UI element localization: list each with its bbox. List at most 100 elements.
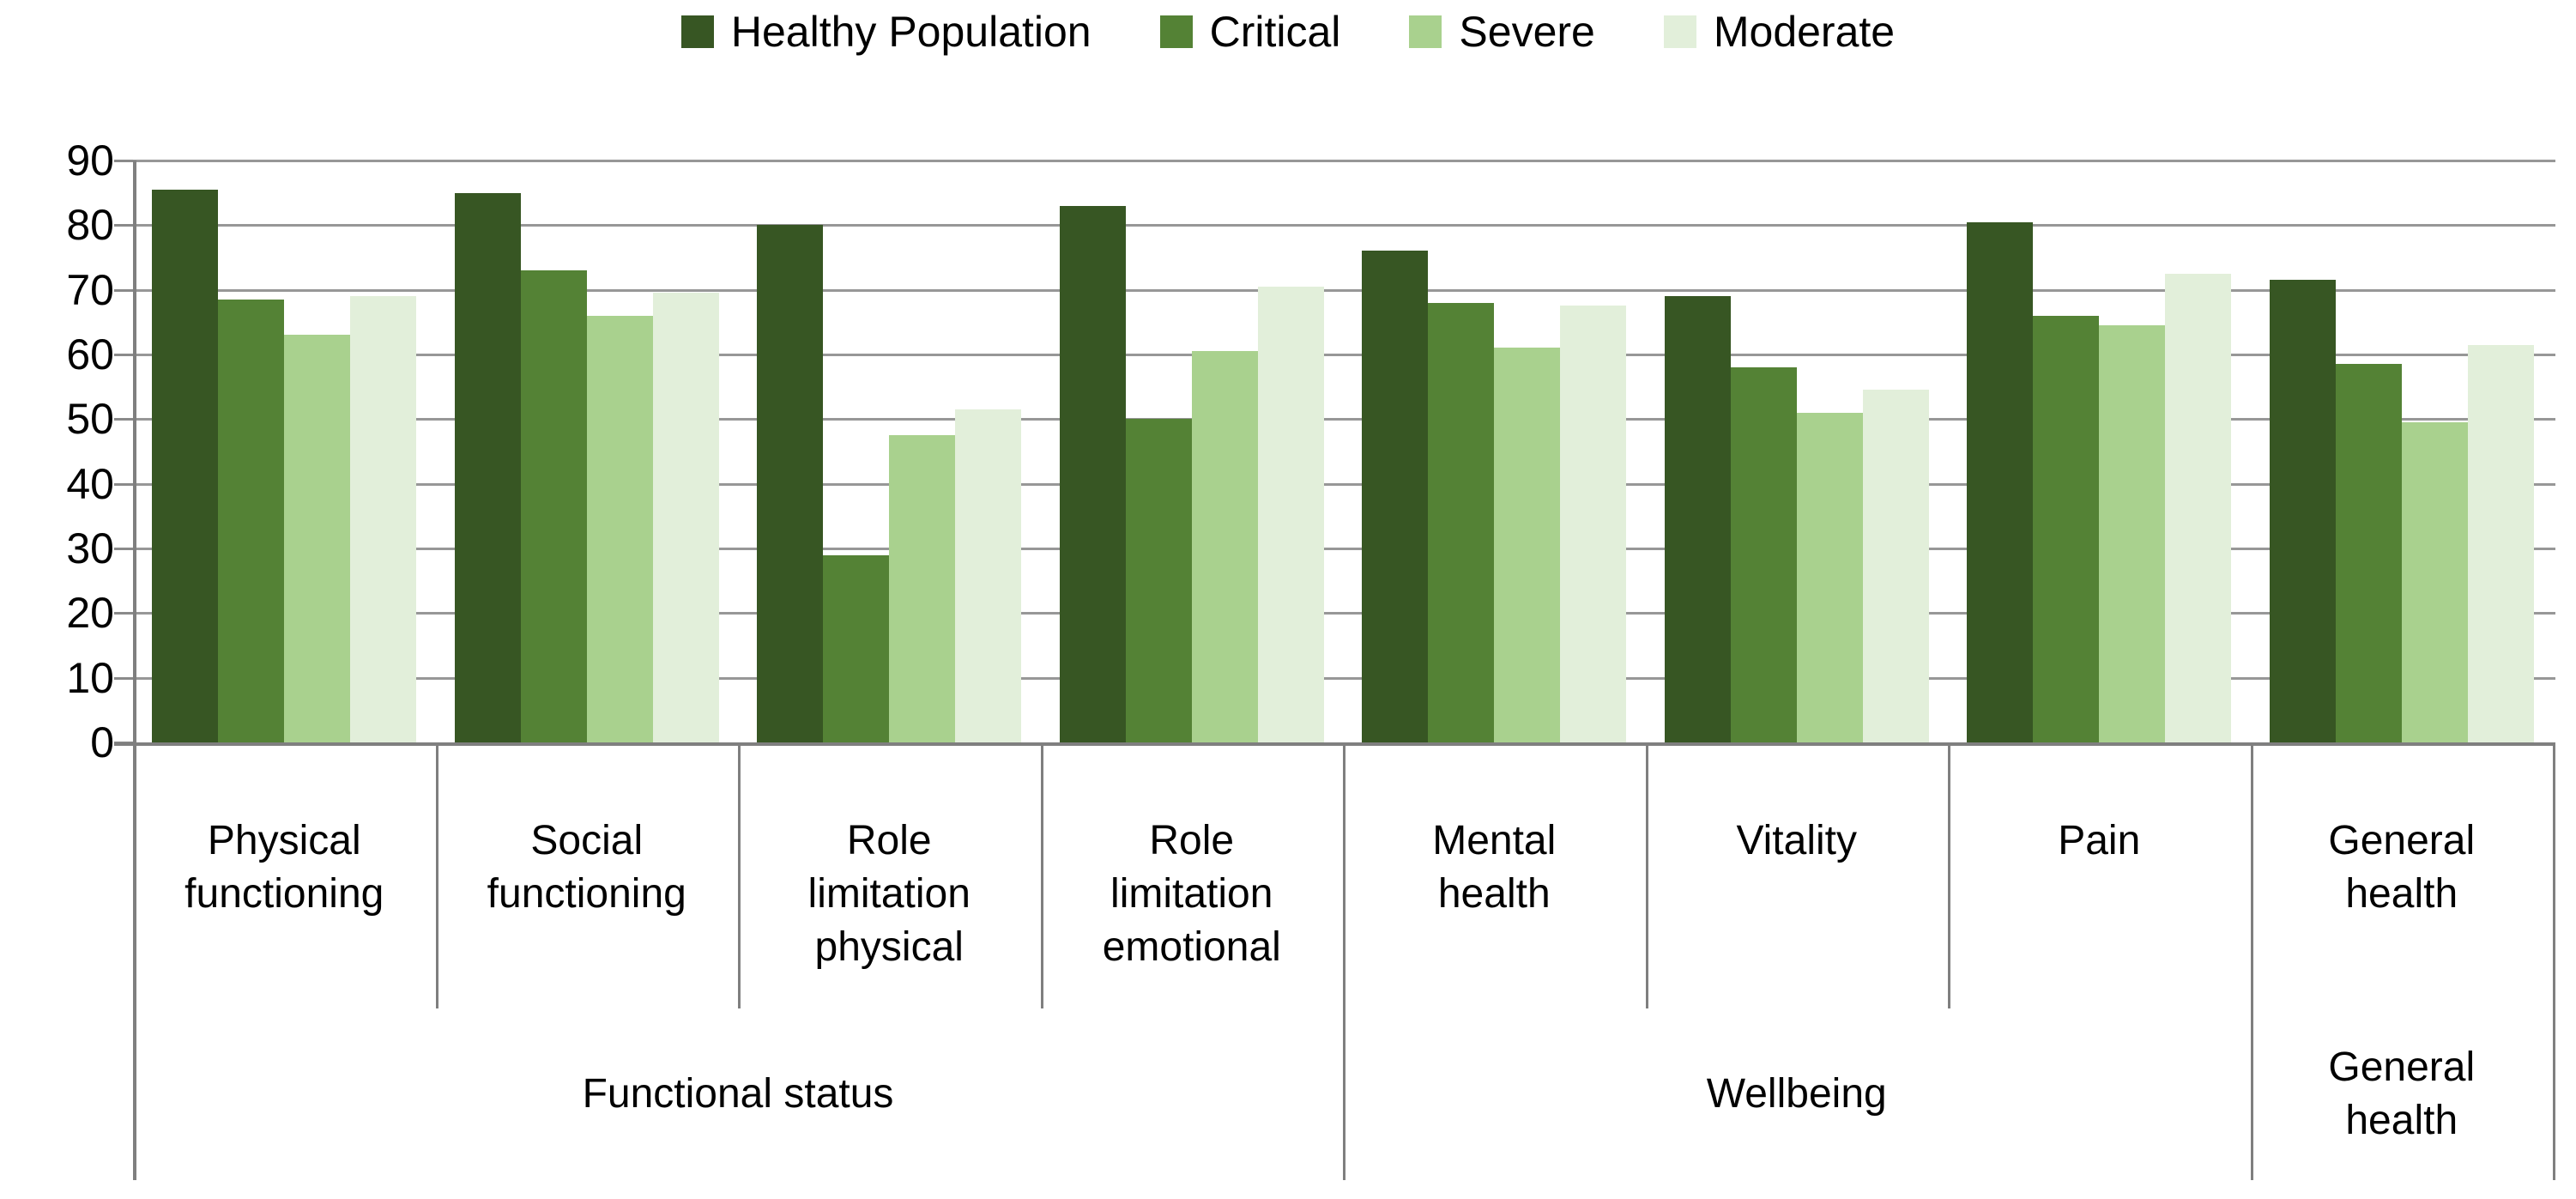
gridline [133, 482, 2555, 486]
bar-group [2251, 160, 2554, 742]
category-label: Role limitation emotional [1102, 818, 1281, 970]
category-divider [1645, 746, 1648, 1008]
gridline [133, 548, 2555, 550]
bar-moderate [652, 293, 719, 742]
category-divider [2250, 746, 2253, 1008]
y-axis-tick-label: 20 [66, 589, 114, 638]
legend-swatch-3 [1409, 15, 1442, 48]
bar-moderate [955, 409, 1022, 742]
y-axis-line [133, 160, 136, 1180]
bar-group [1948, 160, 2251, 742]
bar-healthy-population [2269, 280, 2336, 742]
bar-healthy-population [454, 193, 521, 742]
category-label: Social functioning [487, 818, 686, 917]
axis-group-divider [1343, 1008, 1345, 1180]
category-cell: Social functioning [436, 746, 739, 1008]
bar-healthy-population [1362, 251, 1429, 742]
legend-item: Critical [1159, 7, 1341, 57]
axis-group-label: Wellbeing [1706, 1071, 1887, 1117]
category-divider [435, 746, 438, 1008]
bar-healthy-population [1967, 222, 2034, 742]
category-divider [1948, 746, 1950, 1008]
bar-group [436, 160, 739, 742]
bar-critical [823, 555, 890, 742]
bar-group [738, 160, 1041, 742]
y-axis-tick-label: 60 [66, 330, 114, 378]
bar-critical [1125, 419, 1192, 742]
category-table-right-border [2553, 746, 2555, 1180]
gridline [133, 418, 2555, 421]
bar-severe [1494, 348, 1561, 742]
category-divider [1343, 746, 1345, 1008]
axis-group-label: General health [2328, 1045, 2476, 1143]
bar-moderate [1257, 287, 1324, 742]
bar-severe [1796, 413, 1863, 742]
category-label: Role limitation physical [807, 818, 971, 970]
y-axis-tick-mark [114, 676, 133, 680]
category-divider [738, 746, 741, 1008]
y-axis-tick-label: 0 [90, 718, 114, 766]
legend-label: Severe [1459, 8, 1595, 56]
bar-severe [284, 335, 351, 742]
y-axis-tick-label: 10 [66, 653, 114, 702]
category-label: General health [2328, 818, 2476, 917]
chart-legend: Healthy Population Critical Severe Moderate [0, 7, 2576, 57]
category-label: Physical functioning [184, 818, 384, 917]
bar-critical [2335, 364, 2402, 742]
category-cell: General health [2251, 746, 2554, 1008]
bar-critical [218, 300, 285, 742]
legend-label: Critical [1209, 8, 1341, 56]
y-axis-tick-label: 80 [66, 201, 114, 250]
bar-moderate [2467, 345, 2534, 742]
gridline [133, 612, 2555, 615]
bar-moderate [350, 296, 417, 742]
y-axis-tick-mark [114, 612, 133, 615]
axis-group-cell: General health [2251, 1008, 2554, 1180]
legend-item: Healthy Population [680, 7, 1091, 57]
bar-critical [520, 270, 587, 742]
category-label: Mental health [1432, 818, 1557, 917]
category-cell: Physical functioning [133, 746, 436, 1008]
bar-severe [2401, 422, 2468, 742]
category-cell: Mental health [1343, 746, 1646, 1008]
category-cell: Pain [1948, 746, 2251, 1008]
bar-healthy-population [152, 190, 219, 742]
category-label: Pain [2058, 818, 2141, 863]
bar-critical [1428, 303, 1495, 742]
y-axis-tick-label: 50 [66, 395, 114, 444]
bar-group [1041, 160, 1344, 742]
y-axis-tick-label: 30 [66, 524, 114, 572]
gridline [133, 288, 2555, 292]
bar-healthy-population [1664, 296, 1731, 742]
y-axis-tick-mark [114, 160, 133, 162]
bar-severe [2099, 325, 2166, 742]
category-cell: Role limitation physical [738, 746, 1041, 1008]
bar-group [1646, 160, 1949, 742]
bar-severe [586, 316, 653, 742]
axis-group-label: Functional status [582, 1071, 894, 1117]
bar-moderate [2165, 274, 2232, 742]
y-axis-tick-mark [114, 418, 133, 421]
legend-swatch-2 [1159, 15, 1193, 48]
category-cell: Role limitation emotional [1041, 746, 1344, 1008]
category-divider [1040, 746, 1043, 1008]
axis-group-divider [2250, 1008, 2253, 1180]
y-axis-tick-mark [114, 354, 133, 356]
axis-group-cell: Functional status [133, 1008, 1343, 1180]
legend-label: Healthy Population [730, 8, 1091, 56]
bar-critical [1730, 367, 1797, 742]
gridline [133, 160, 2555, 162]
bar-healthy-population [757, 225, 824, 742]
bar-group [1343, 160, 1646, 742]
legend-swatch-4 [1663, 15, 1696, 48]
gridline [133, 354, 2555, 356]
legend-label: Moderate [1713, 8, 1896, 56]
bar-critical [2033, 316, 2100, 742]
gridline [133, 224, 2555, 227]
legend-item: Severe [1409, 7, 1595, 57]
x-axis-line [114, 742, 2555, 746]
y-axis-tick-mark [114, 548, 133, 550]
y-axis-tick-mark [114, 482, 133, 486]
gridline [133, 676, 2555, 680]
